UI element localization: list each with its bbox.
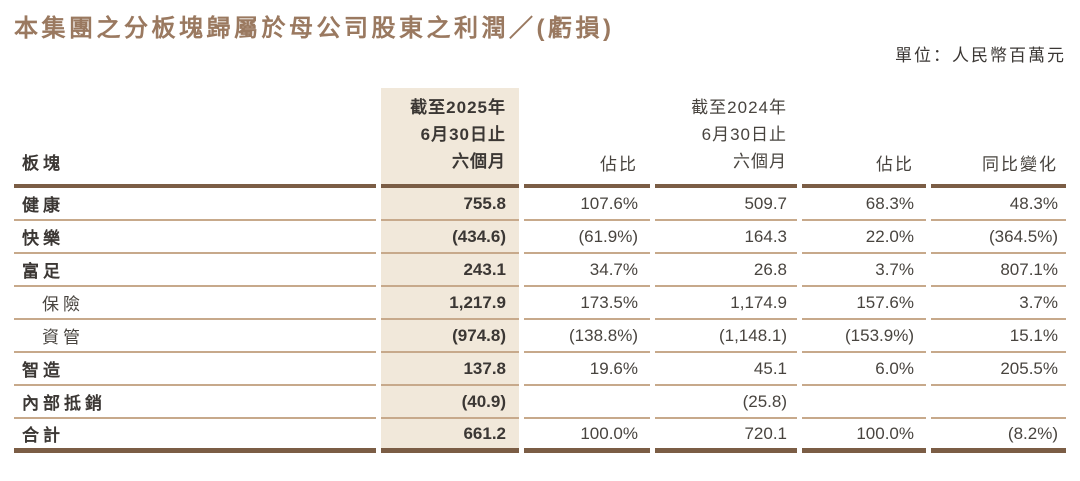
pct-2024: 3.7%	[802, 254, 926, 287]
header-yoy-change: 同比變化	[931, 88, 1066, 188]
yoy-change: 807.1%	[931, 254, 1066, 287]
value-2025: (974.8)	[381, 320, 519, 353]
header-row: 板塊 截至2025年 6月30日止 六個月 佔比 截至2024年 6月30日止 …	[14, 88, 1066, 188]
page-title: 本集團之分板塊歸屬於母公司股東之利潤／(虧損)	[14, 15, 615, 42]
pct-2024	[802, 386, 926, 419]
yoy-change: (364.5%)	[931, 221, 1066, 254]
yoy-change: (8.2%)	[931, 419, 1066, 453]
header-pct-2024: 佔比	[802, 88, 926, 188]
yoy-change: 3.7%	[931, 287, 1066, 320]
header-pct-2025: 佔比	[524, 88, 650, 188]
header-period-2024: 截至2024年 6月30日止 六個月	[655, 88, 797, 188]
value-2025: (434.6)	[381, 221, 519, 254]
segment-label: 快樂	[14, 221, 376, 254]
pct-2024: 22.0%	[802, 221, 926, 254]
value-2024: 720.1	[655, 419, 797, 453]
header-period-2025: 截至2025年 6月30日止 六個月	[381, 88, 519, 188]
pct-2025: (138.8%)	[524, 320, 650, 353]
table-row: 富足 243.1 34.7% 26.8 3.7% 807.1%	[14, 254, 1066, 287]
value-2024: (1,148.1)	[655, 320, 797, 353]
table-row: 內部抵銷 (40.9) (25.8)	[14, 386, 1066, 419]
pct-2025: 19.6%	[524, 353, 650, 386]
header-segment: 板塊	[14, 88, 376, 188]
table-row: 資管 (974.8) (138.8%) (1,148.1) (153.9%) 1…	[14, 320, 1066, 353]
segment-label: 保險	[14, 287, 376, 320]
pct-2025: 107.6%	[524, 188, 650, 221]
segment-profit-table: 板塊 截至2025年 6月30日止 六個月 佔比 截至2024年 6月30日止 …	[9, 88, 1071, 453]
value-2025: 755.8	[381, 188, 519, 221]
header-period-2024-line3: 六個月	[733, 152, 787, 171]
value-2024: (25.8)	[655, 386, 797, 419]
value-2025: (40.9)	[381, 386, 519, 419]
yoy-change: 48.3%	[931, 188, 1066, 221]
header-period-2025-line1: 截至2025年	[410, 98, 506, 117]
yoy-change: 15.1%	[931, 320, 1066, 353]
value-2025: 1,217.9	[381, 287, 519, 320]
table-row: 健康 755.8 107.6% 509.7 68.3% 48.3%	[14, 188, 1066, 221]
value-2024: 164.3	[655, 221, 797, 254]
pct-2024: 68.3%	[802, 188, 926, 221]
value-2025: 243.1	[381, 254, 519, 287]
value-2024: 26.8	[655, 254, 797, 287]
header-period-2025-line3: 六個月	[452, 152, 506, 171]
table-row: 合計 661.2 100.0% 720.1 100.0% (8.2%)	[14, 419, 1066, 453]
pct-2025: (61.9%)	[524, 221, 650, 254]
table-header: 板塊 截至2025年 6月30日止 六個月 佔比 截至2024年 6月30日止 …	[14, 88, 1066, 188]
segment-label: 健康	[14, 188, 376, 221]
value-2024: 45.1	[655, 353, 797, 386]
segment-label: 智造	[14, 353, 376, 386]
table-row: 保險 1,217.9 173.5% 1,174.9 157.6% 3.7%	[14, 287, 1066, 320]
pct-2025: 100.0%	[524, 419, 650, 453]
segment-label: 資管	[14, 320, 376, 353]
header-period-2024-line2: 6月30日止	[701, 125, 787, 144]
unit-note: 單位：人民幣百萬元	[895, 46, 1066, 65]
segment-label: 合計	[14, 419, 376, 453]
segment-label: 內部抵銷	[14, 386, 376, 419]
pct-2024: 100.0%	[802, 419, 926, 453]
pct-2024: 6.0%	[802, 353, 926, 386]
yoy-change: 205.5%	[931, 353, 1066, 386]
table-row: 快樂 (434.6) (61.9%) 164.3 22.0% (364.5%)	[14, 221, 1066, 254]
table-body: 健康 755.8 107.6% 509.7 68.3% 48.3% 快樂 (43…	[14, 188, 1066, 453]
value-2024: 1,174.9	[655, 287, 797, 320]
value-2024: 509.7	[655, 188, 797, 221]
pct-2025: 173.5%	[524, 287, 650, 320]
value-2025: 137.8	[381, 353, 519, 386]
table-row: 智造 137.8 19.6% 45.1 6.0% 205.5%	[14, 353, 1066, 386]
header-period-2024-line1: 截至2024年	[691, 98, 787, 117]
pct-2025	[524, 386, 650, 419]
value-2025: 661.2	[381, 419, 519, 453]
pct-2024: 157.6%	[802, 287, 926, 320]
pct-2025: 34.7%	[524, 254, 650, 287]
yoy-change	[931, 386, 1066, 419]
pct-2024: (153.9%)	[802, 320, 926, 353]
header-period-2025-line2: 6月30日止	[420, 125, 506, 144]
segment-label: 富足	[14, 254, 376, 287]
